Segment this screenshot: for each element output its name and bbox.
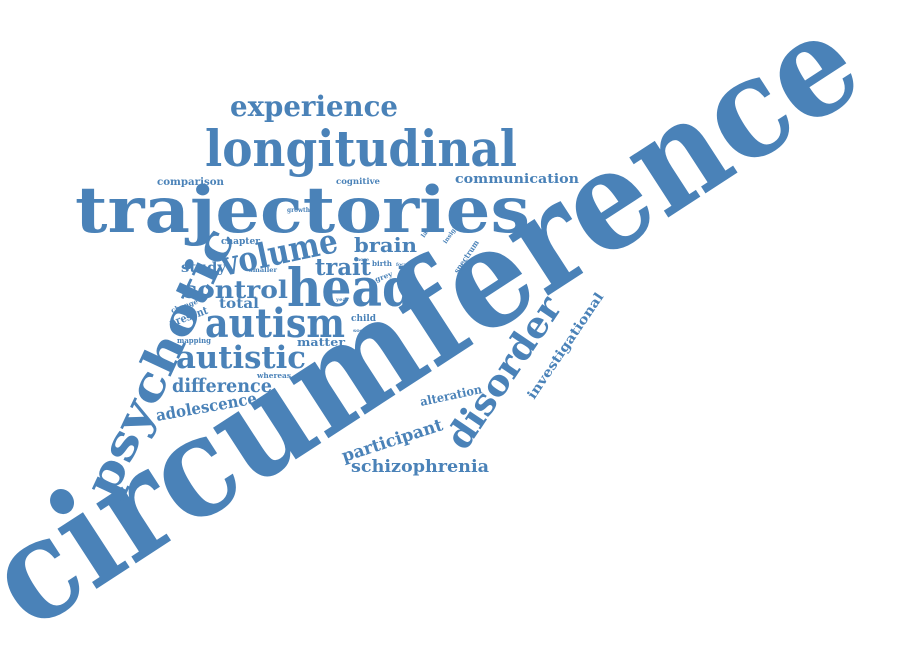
- word-total: total: [219, 296, 259, 312]
- word-year: year: [335, 297, 349, 303]
- word-child: child: [351, 314, 377, 324]
- word-autistic: autistic: [176, 340, 306, 376]
- word-brain: brain: [354, 233, 417, 257]
- word-birth: birth: [372, 259, 392, 268]
- word-experience: experience: [230, 90, 398, 123]
- word-communication: communication: [455, 172, 580, 187]
- word-trait: trait: [315, 254, 371, 281]
- word-comparison: comparison: [157, 177, 225, 188]
- word-chapter: chapter: [221, 237, 260, 247]
- word-difference: difference: [172, 375, 272, 397]
- word-growth: growth: [287, 207, 311, 214]
- word-cognitive: cognitive: [336, 176, 380, 186]
- word-schizophrenia: schizophrenia: [351, 457, 489, 477]
- word-whereas: whereas: [256, 371, 291, 380]
- word-smaller: smaller: [249, 267, 278, 274]
- word-more: more: [355, 257, 369, 263]
- word-longitudinal: longitudinal: [205, 119, 517, 178]
- word-study: study: [181, 260, 227, 276]
- word-social: social: [353, 328, 371, 334]
- word-control: control: [181, 275, 288, 304]
- word-head: head: [287, 258, 415, 319]
- word-trajectories: trajectories: [75, 173, 530, 248]
- word-mapping: mapping: [177, 336, 211, 345]
- word-autism: autism: [205, 300, 345, 347]
- word-focus: focus: [396, 262, 410, 268]
- word-matter: matter: [297, 336, 345, 349]
